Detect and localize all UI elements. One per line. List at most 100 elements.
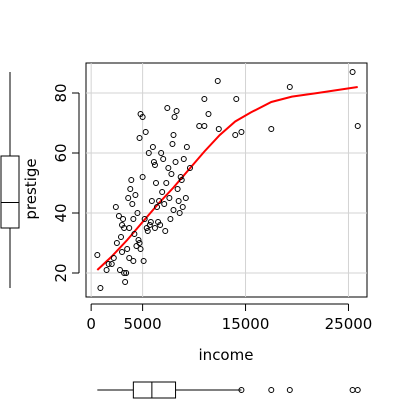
prestige-boxplot — [0, 72, 20, 288]
data-point — [131, 231, 138, 237]
income-outlier — [268, 387, 275, 393]
data-point — [205, 111, 212, 117]
data-point — [163, 180, 170, 186]
prestige-box — [0, 155, 20, 229]
y-axis-label: prestige — [22, 158, 40, 219]
data-point — [130, 216, 137, 222]
data-point — [238, 129, 245, 135]
data-point — [137, 246, 144, 252]
data-point — [132, 192, 139, 198]
data-point — [112, 204, 119, 210]
data-point — [162, 228, 169, 234]
data-point — [167, 216, 174, 222]
data-point — [152, 180, 159, 186]
data-point — [170, 207, 177, 213]
data-point — [168, 171, 175, 177]
data-point — [117, 234, 124, 240]
plot-frame — [85, 62, 368, 298]
data-point — [136, 240, 143, 246]
smoother-line-group — [96, 86, 358, 271]
data-point — [286, 84, 293, 90]
data-point — [201, 96, 208, 102]
income-outlier — [286, 387, 293, 393]
data-point — [108, 261, 115, 267]
data-point — [97, 285, 104, 291]
data-point — [113, 240, 120, 246]
data-point — [201, 123, 208, 129]
data-point — [349, 69, 356, 75]
data-point — [164, 105, 171, 111]
data-point — [120, 216, 127, 222]
data-point — [157, 222, 164, 228]
data-point — [172, 159, 179, 165]
data-point — [130, 258, 137, 264]
data-point — [183, 144, 190, 150]
data-point — [116, 267, 123, 273]
x-tick-label: 5000 — [124, 315, 162, 333]
data-point — [135, 237, 142, 243]
data-point — [354, 123, 361, 129]
data-point — [147, 219, 154, 225]
x-axis-label: income — [199, 346, 254, 364]
data-point — [136, 135, 143, 141]
y-tick-label: 60 — [52, 143, 70, 162]
data-point — [141, 216, 148, 222]
data-point — [125, 195, 132, 201]
income-boxplot — [97, 381, 361, 399]
data-point — [160, 156, 167, 162]
data-point — [174, 186, 181, 192]
data-point — [161, 201, 168, 207]
data-point — [143, 225, 150, 231]
data-point — [121, 270, 128, 276]
plot-area — [85, 62, 368, 298]
data-point — [179, 204, 186, 210]
x-tick-label: 25000 — [325, 315, 373, 333]
data-point — [129, 201, 136, 207]
data-point — [175, 198, 182, 204]
data-point — [169, 141, 176, 147]
data-point — [105, 261, 112, 267]
data-point — [123, 270, 130, 276]
data-point — [139, 174, 146, 180]
data-point — [148, 198, 155, 204]
data-point — [214, 78, 221, 84]
data-point — [139, 114, 146, 120]
data-point — [180, 156, 187, 162]
data-point — [124, 246, 131, 252]
data-point — [126, 225, 133, 231]
data-point — [140, 258, 147, 264]
data-point — [110, 255, 117, 261]
x-tick-label: 15000 — [222, 315, 270, 333]
data-point — [268, 126, 275, 132]
data-point — [232, 132, 239, 138]
x-axis: 0 5000 15000 25000 — [86, 303, 373, 333]
data-point — [186, 165, 193, 171]
data-point — [133, 243, 140, 249]
data-point — [182, 195, 189, 201]
x-tick-label: 0 — [86, 315, 96, 333]
data-point — [178, 177, 185, 183]
y-tick-label: 20 — [52, 263, 70, 282]
data-point — [166, 195, 173, 201]
y-axis: 20 40 60 80 — [52, 83, 80, 283]
data-point — [176, 210, 183, 216]
y-tick-label: 80 — [52, 83, 70, 102]
income-outlier — [349, 387, 356, 393]
data-point — [145, 150, 152, 156]
data-point — [146, 222, 153, 228]
data-point — [154, 204, 161, 210]
data-point — [128, 177, 135, 183]
grid-lines — [86, 63, 367, 297]
data-point — [177, 174, 184, 180]
data-point — [159, 189, 166, 195]
data-point — [122, 279, 129, 285]
data-point — [142, 129, 149, 135]
data-point — [144, 228, 151, 234]
data-point — [119, 249, 126, 255]
data-point — [94, 252, 101, 258]
data-point — [127, 186, 134, 192]
income-box — [132, 381, 177, 399]
data-point — [156, 198, 163, 204]
data-point — [170, 132, 177, 138]
data-point — [173, 108, 180, 114]
